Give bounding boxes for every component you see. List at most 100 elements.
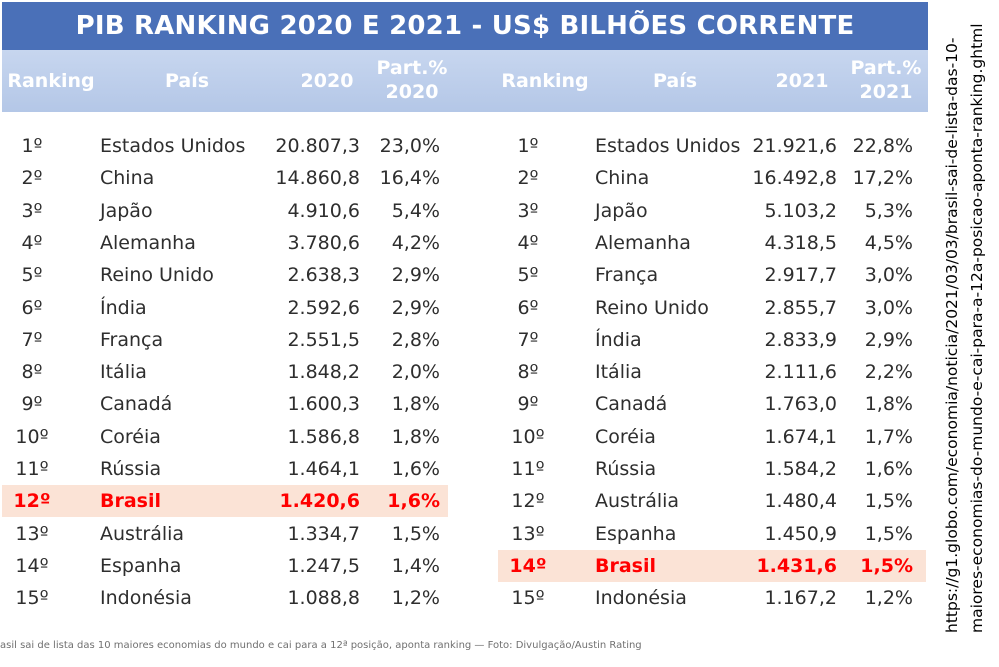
share-cell: 1,6%	[391, 458, 440, 480]
share-cell: 1,6%	[864, 458, 913, 480]
share-cell: 1,6%	[387, 490, 440, 513]
share-cell: 2,2%	[864, 361, 913, 384]
country-cell: Alemanha	[100, 231, 196, 254]
value-cell: 2.592,6	[287, 296, 360, 319]
value-cell: 1.420,6	[279, 490, 360, 513]
table-row: 9º Canadá 1.600,3 1,8%	[2, 388, 448, 420]
header-part-2020-line1: Part.%	[376, 57, 448, 79]
table-row: 13º Espanha 1.450,9 1,5%	[498, 518, 926, 550]
value-cell: 1.167,2	[764, 587, 837, 610]
table-row: 6º Reino Unido 2.855,7 3,0%	[498, 292, 926, 324]
country-cell: Canadá	[100, 393, 173, 416]
value-cell: 2.111,6	[764, 361, 837, 384]
table-row: 11º Rússia 1.584,2 1,6%	[498, 453, 926, 485]
header-part-2021: Part.% 2021	[846, 56, 926, 104]
table-row: 1º Estados Unidos 20.807,3 23,0%	[2, 130, 448, 162]
table-row: 12º Brasil 1.420,6 1,6%	[2, 485, 448, 518]
country-cell: Indonésia	[100, 587, 192, 610]
value-cell: 4.910,6	[287, 199, 360, 222]
table-row: 8º Itália 2.111,6 2,2%	[498, 356, 926, 388]
table-row: 10º Coréia 1.674,1 1,7%	[498, 421, 926, 453]
table-row: 15º Indonésia 1.088,8 1,2%	[2, 582, 448, 614]
share-cell: 1,2%	[864, 587, 913, 610]
value-cell: 1.334,7	[287, 522, 360, 545]
country-cell: Estados Unidos	[595, 135, 741, 157]
header-part-2020: Part.% 2020	[372, 56, 452, 104]
table-row: 10º Coréia 1.586,8 1,8%	[2, 421, 448, 453]
rank-cell: 7º	[517, 328, 539, 351]
rank-cell: 11º	[15, 458, 49, 480]
table-row: 5º Reino Unido 2.638,3 2,9%	[2, 259, 448, 291]
header-part-2021-line1: Part.%	[850, 57, 922, 79]
country-cell: Alemanha	[595, 231, 691, 254]
share-cell: 1,8%	[864, 393, 913, 416]
table-row: 6º Índia 2.592,6 2,9%	[2, 292, 448, 324]
value-cell: 21.921,6	[752, 135, 837, 157]
share-cell: 1,5%	[391, 522, 440, 545]
rank-cell: 12º	[13, 490, 51, 513]
value-cell: 1.848,2	[287, 361, 360, 384]
country-cell: China	[100, 167, 155, 190]
value-cell: 2.855,7	[764, 296, 837, 319]
country-cell: Índia	[595, 328, 642, 351]
value-cell: 1.600,3	[287, 393, 360, 416]
country-cell: Japão	[595, 199, 648, 222]
column-header-band: Ranking País 2020 Part.% 2020 Ranking Pa…	[2, 50, 928, 112]
table-row: 9º Canadá 1.763,0 1,8%	[498, 388, 926, 420]
table-row: 5º França 2.917,7 3,0%	[498, 259, 926, 291]
rank-cell: 15º	[511, 587, 545, 610]
value-cell: 1.763,0	[764, 393, 837, 416]
country-cell: Índia	[100, 296, 147, 319]
country-cell: Espanha	[100, 554, 182, 577]
country-cell: Coréia	[100, 425, 161, 448]
country-cell: Japão	[100, 199, 153, 222]
country-cell: Espanha	[595, 522, 677, 545]
country-cell: França	[100, 328, 164, 351]
table-row: 14º Brasil 1.431,6 1,5%	[498, 549, 926, 582]
rank-cell: 2º	[21, 167, 43, 190]
share-cell: 1,2%	[391, 587, 440, 610]
share-cell: 17,2%	[852, 167, 913, 190]
rank-cell: 1º	[517, 135, 539, 157]
header-year-2020: 2020	[300, 70, 354, 92]
rank-cell: 7º	[21, 328, 43, 351]
value-cell: 3.780,6	[287, 231, 360, 254]
table-row: 4º Alemanha 4.318,5 4,5%	[498, 227, 926, 259]
table-row: 3º Japão 4.910,6 5,4%	[2, 195, 448, 227]
rank-cell: 3º	[21, 199, 43, 222]
value-cell: 16.492,8	[752, 167, 837, 190]
value-cell: 2.833,9	[764, 328, 837, 351]
rank-cell: 13º	[15, 522, 49, 545]
value-cell: 20.807,3	[275, 135, 360, 157]
value-cell: 2.551,5	[287, 328, 360, 351]
table-row: 3º Japão 5.103,2 5,3%	[498, 195, 926, 227]
rank-cell: 3º	[517, 199, 539, 222]
rank-cell: 9º	[21, 393, 43, 416]
table-row: 14º Espanha 1.247,5 1,4%	[2, 550, 448, 582]
rank-cell: 8º	[517, 361, 539, 384]
ranking-figure: PIB RANKING 2020 E 2021 - US$ BILHÕES CO…	[0, 2, 928, 651]
share-cell: 3,0%	[864, 264, 913, 287]
share-cell: 22,8%	[852, 135, 913, 157]
country-cell: Reino Unido	[595, 296, 709, 319]
value-cell: 2.638,3	[287, 264, 360, 287]
value-cell: 1.480,4	[764, 490, 837, 513]
rank-cell: 6º	[21, 296, 43, 319]
rank-cell: 5º	[21, 264, 43, 287]
header-pais-2021: País	[652, 70, 698, 92]
share-cell: 1,8%	[391, 425, 440, 448]
share-cell: 1,5%	[860, 554, 913, 577]
rank-cell: 5º	[517, 264, 539, 287]
header-ranking-2020: Ranking	[7, 70, 95, 92]
rank-cell: 10º	[15, 425, 49, 448]
share-cell: 1,7%	[864, 425, 913, 448]
table-row: 12º Austrália 1.480,4 1,5%	[498, 485, 926, 517]
rank-cell: 4º	[517, 231, 539, 254]
share-cell: 4,5%	[864, 231, 913, 254]
table-row: 4º Alemanha 3.780,6 4,2%	[2, 227, 448, 259]
country-cell: Itália	[100, 361, 147, 384]
value-cell: 1.088,8	[287, 587, 360, 610]
value-cell: 1.431,6	[756, 554, 837, 577]
share-cell: 5,4%	[391, 199, 440, 222]
table-row: 11º Rússia 1.464,1 1,6%	[2, 453, 448, 485]
